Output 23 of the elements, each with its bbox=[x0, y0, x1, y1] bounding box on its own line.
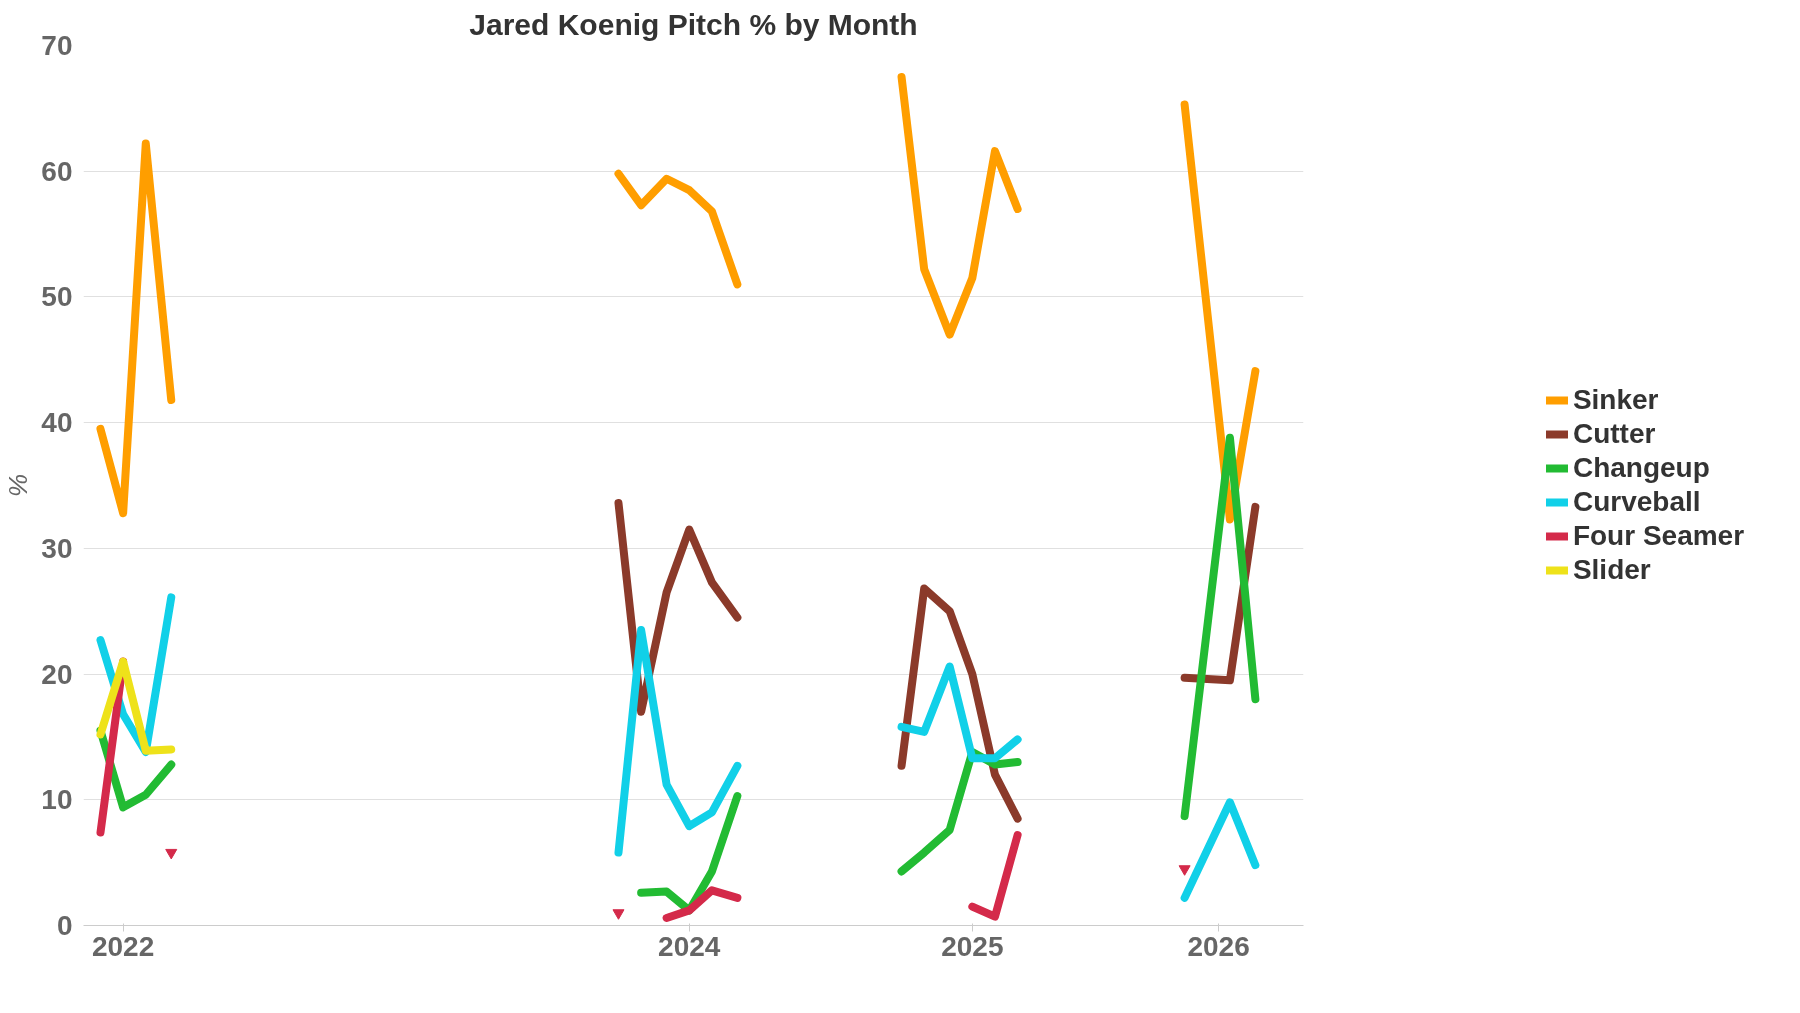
legend-label: Cutter bbox=[1572, 418, 1656, 450]
x-tick-label: 2025 bbox=[941, 930, 1004, 962]
y-tick-label: 30 bbox=[41, 532, 73, 564]
y-axis-title: % bbox=[3, 473, 34, 498]
legend-label: Slider bbox=[1572, 554, 1651, 586]
y-tick-label: 0 bbox=[56, 910, 73, 941]
y-tick-label: 10 bbox=[41, 784, 73, 816]
y-tick-label: 70 bbox=[41, 30, 73, 61]
y-tick-label: 20 bbox=[41, 658, 73, 690]
x-tick-label: 2022 bbox=[91, 930, 155, 962]
chart-title: Jared Koenig Pitch % by Month bbox=[469, 7, 918, 41]
x-tick-label: 2024 bbox=[658, 930, 721, 962]
x-tick-label: 2026 bbox=[1187, 930, 1250, 962]
legend-label: Curveball bbox=[1572, 486, 1701, 518]
legend-label: Four Seamer bbox=[1572, 520, 1745, 552]
y-tick-label: 40 bbox=[41, 407, 73, 439]
y-tick-label: 50 bbox=[41, 281, 73, 313]
point bbox=[165, 848, 178, 860]
legend-label: Sinker bbox=[1572, 384, 1659, 416]
legend-label: Changeup bbox=[1572, 452, 1710, 484]
y-tick-label: 60 bbox=[41, 155, 73, 187]
point bbox=[612, 909, 625, 920]
point bbox=[1178, 865, 1191, 876]
